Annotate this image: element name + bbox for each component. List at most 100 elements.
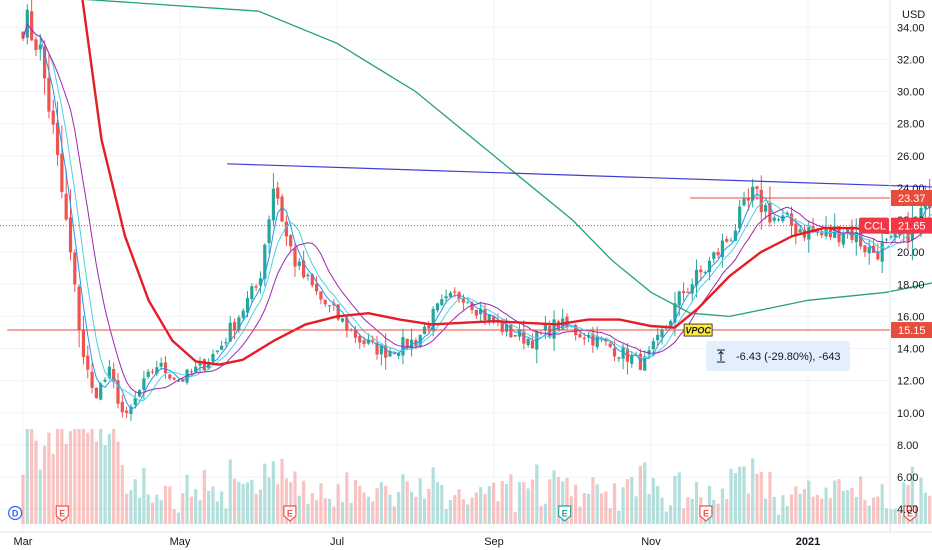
candle-body (392, 353, 396, 355)
candle-body (185, 369, 189, 383)
volume-bar (612, 483, 617, 524)
volume-bar (440, 485, 444, 524)
candle-body (755, 186, 759, 190)
candle-body (453, 291, 457, 293)
candle-body (86, 355, 90, 370)
volume-bar (578, 506, 582, 524)
price-tags: 23.37 15.15 CCL 21.65 (859, 190, 932, 339)
candle-body (703, 272, 707, 274)
time-tick-label: Nov (641, 536, 661, 548)
candle-body (621, 347, 625, 359)
event-marker-earnings[interactable]: E (283, 505, 297, 522)
volume-bar (224, 508, 228, 524)
candle-body (202, 359, 206, 371)
event-marker-label: E (562, 509, 568, 519)
volume-bar (742, 466, 746, 524)
event-marker-dividend[interactable]: D (8, 505, 23, 521)
volume-bar (820, 498, 824, 524)
measure-info-box[interactable] (706, 341, 850, 372)
candle-body (159, 362, 163, 367)
volume-bar (81, 429, 86, 524)
volume-bar (453, 495, 457, 524)
volume-bar (681, 508, 686, 524)
candle-body (820, 232, 824, 236)
measure-icon (717, 349, 725, 363)
ma-slow-green (84, 0, 932, 318)
volume-bar (189, 496, 193, 524)
vpoc-label-box[interactable] (683, 323, 713, 337)
volume-bar (99, 429, 103, 524)
candle-body (578, 333, 582, 338)
volume-bar (876, 496, 880, 524)
candle-body (837, 226, 841, 243)
volume-bar (422, 498, 427, 524)
volume-bar (241, 483, 245, 524)
event-marker-earnings[interactable]: E (55, 505, 69, 522)
volume-bar (461, 499, 465, 524)
candle-body (345, 317, 349, 331)
event-marker-dividend-green[interactable]: E (558, 505, 572, 522)
volume-bar (850, 487, 854, 524)
time-axis[interactable]: MarMayJulSepNov2021MarMayJulSepNov2022 (0, 531, 932, 548)
candle-body (543, 325, 548, 331)
price-tick-label: 8.00 (897, 440, 918, 452)
volume-bar (435, 482, 440, 524)
candle-body (556, 321, 560, 331)
price-tick-label: 4.00 (897, 504, 918, 516)
volume-bar (884, 508, 889, 524)
volume-bar (384, 485, 388, 524)
volume-bar (906, 484, 910, 524)
volume-bar (720, 488, 725, 524)
volume-bar (759, 471, 763, 524)
volume-bar (68, 431, 73, 524)
volume-bar (64, 443, 68, 524)
volume-bar (448, 499, 453, 524)
volume-bar (867, 505, 871, 524)
volume-bar (375, 488, 379, 524)
candle-body (267, 219, 271, 244)
candle-body (353, 329, 358, 338)
event-marker-label: E (287, 509, 293, 519)
candle-body (336, 304, 340, 320)
candle-body (314, 283, 319, 292)
volume-bar (574, 484, 578, 524)
time-tick-label: 2021 (796, 536, 820, 548)
volume-bar (707, 485, 712, 524)
volume-bar (651, 478, 655, 524)
candle-body (107, 366, 111, 379)
volume-bar (323, 498, 327, 524)
event-marker-earnings[interactable]: E (699, 505, 713, 522)
candle-body (738, 206, 742, 229)
volume-bar (582, 492, 586, 524)
candle-body (34, 39, 38, 50)
volume-bar (535, 464, 539, 524)
drawings[interactable]: -6.43 (-29.80%), -643 VPOC (0, 163, 932, 372)
candle-body (142, 378, 146, 390)
candle-body (582, 337, 586, 340)
volume-bar (897, 512, 902, 524)
candle-body (250, 286, 254, 300)
volume-bar (34, 440, 38, 524)
candle-body (176, 380, 181, 382)
volume-bar (250, 479, 254, 524)
candle-body (60, 153, 64, 192)
volume-bar (617, 510, 621, 524)
price-tick-label: 12.00 (897, 376, 925, 388)
volume-bar (21, 474, 25, 524)
volume-bar (526, 488, 530, 524)
volume-bar (729, 468, 733, 524)
ma-mid-red (81, 0, 932, 366)
candle-body (198, 361, 202, 366)
event-markers[interactable]: DEEEEEEEE (8, 505, 932, 522)
candle-body (776, 219, 781, 221)
event-marker-earnings[interactable]: E (903, 505, 917, 522)
candle-body (284, 221, 288, 237)
trendline[interactable] (227, 163, 932, 206)
volume-bar (142, 467, 146, 524)
price-axis[interactable]: USD 4.00 6.00 8.00 10.00 12.00 14.00 16.00 18.0… (859, 0, 932, 532)
candle-body (150, 371, 155, 373)
volume-bar (664, 511, 668, 524)
last-price-tag (891, 217, 932, 234)
